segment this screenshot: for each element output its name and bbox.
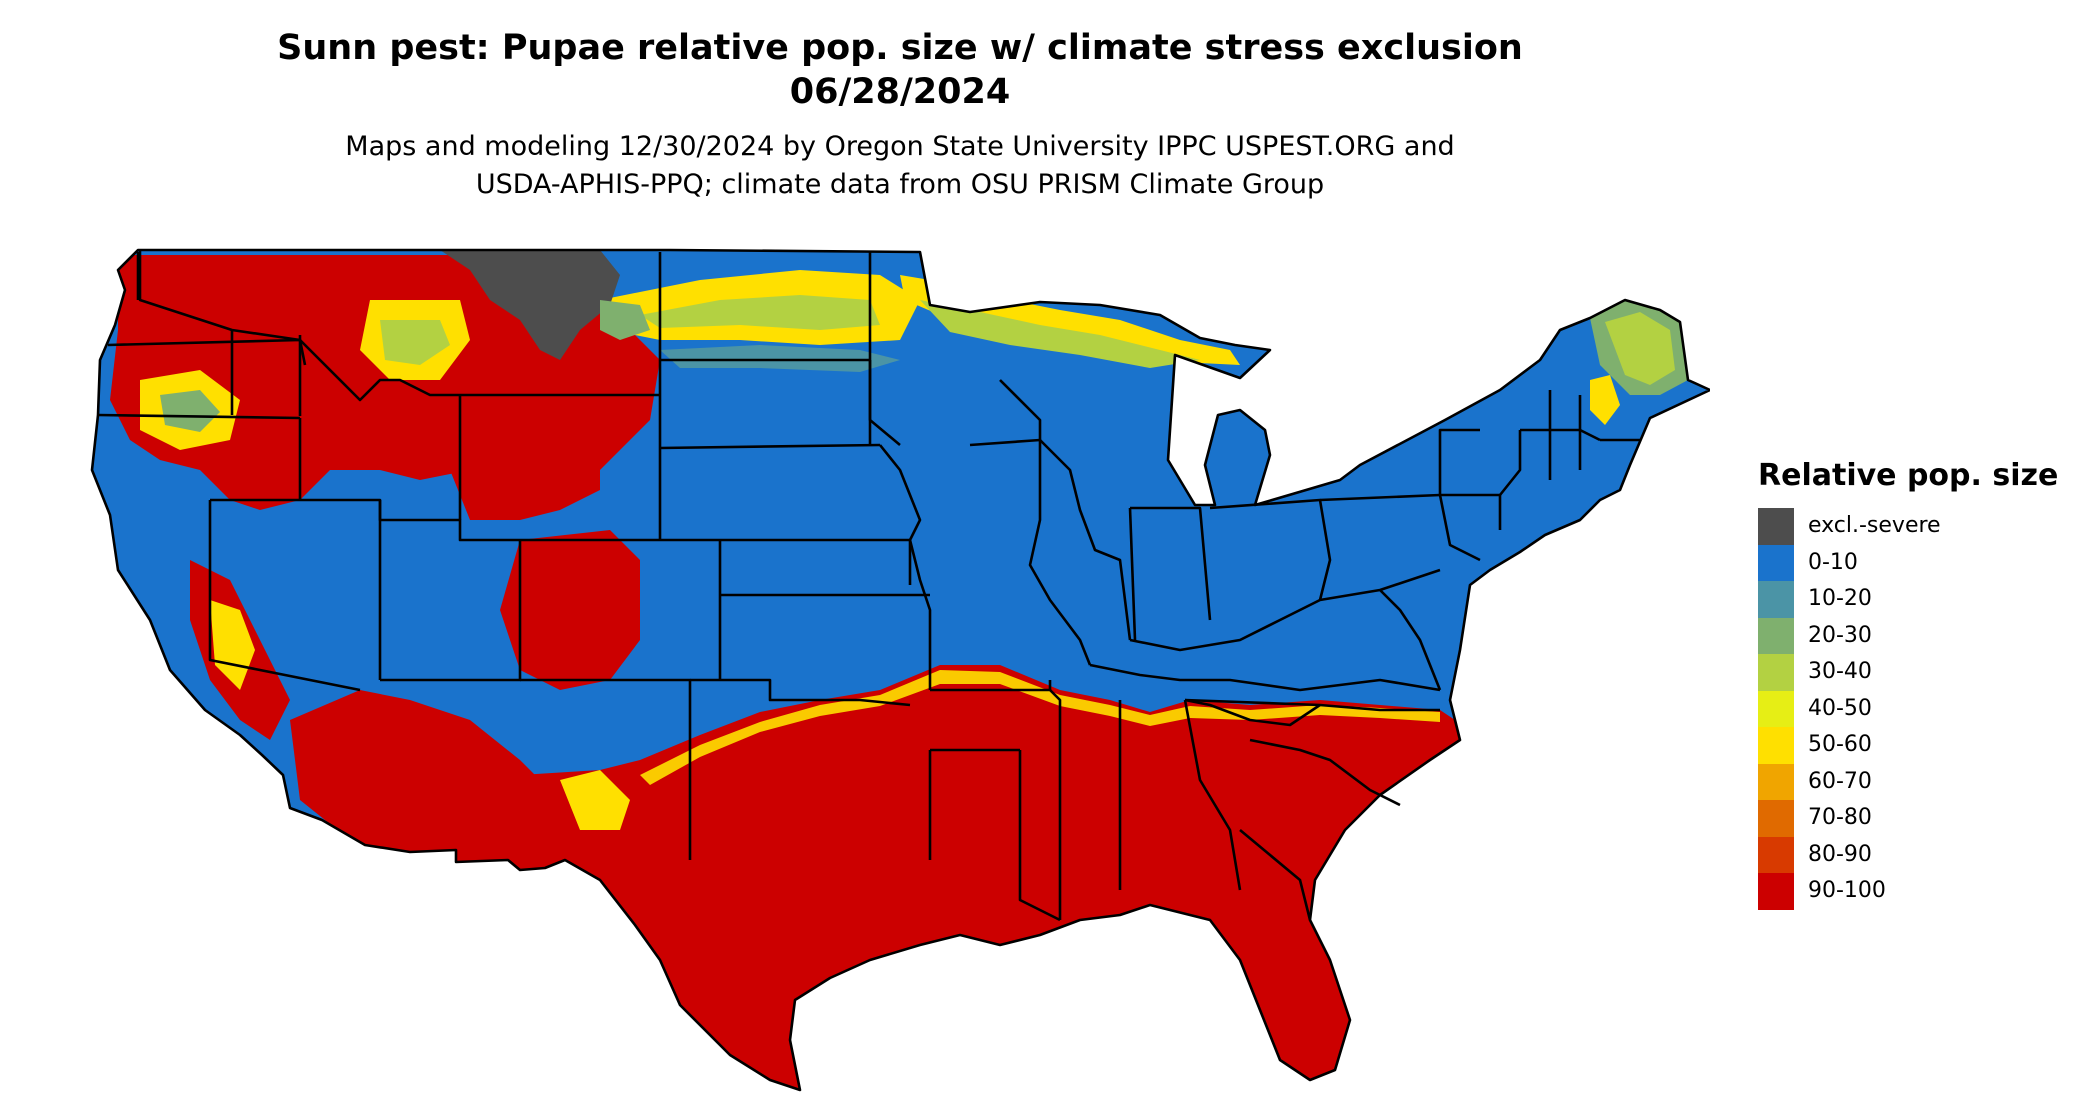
legend-swatch [1758,800,1794,837]
map-region-10-20-montana-east [660,345,900,372]
legend-swatch [1758,873,1794,910]
map-region-50-60-south-fringe [640,670,1440,785]
map-region-20-30-oregon [160,390,220,432]
map-region-30-40-great-lakes [920,300,1200,368]
map-region-30-40-maine [1605,312,1675,385]
map-region-90-100-wyoming [450,395,600,520]
legend-item: 10-20 [1758,581,2088,618]
legend-label: excl.-severe [1808,513,1941,538]
legend-label: 30-40 [1808,659,1872,684]
legend: Relative pop. size excl.-severe 0-10 10-20… [1758,456,2088,910]
map-region-excl-severe-montana [440,250,620,360]
state-borders [90,248,1710,1092]
legend-label: 0-10 [1808,549,1858,575]
legend-label: 80-90 [1808,841,1872,867]
legend-label: 90-100 [1808,878,1886,903]
legend-item: excl.-severe [1758,508,2088,545]
legend-swatch [1758,508,1794,545]
subtitle-line2: USDA-APHIS-PPQ; climate data from OSU PR… [475,169,1325,200]
legend-item: 40-50 [1758,690,2088,727]
subtitle-line1: Maps and modeling 12/30/2024 by Oregon S… [345,131,1455,162]
page-title-line2: 06/28/2024 [789,72,1011,112]
legend-item: 60-70 [1758,763,2088,800]
legend-item: 70-80 [1758,800,2088,837]
legend-swatch [1758,617,1794,654]
map-region-30-40-idaho [380,320,450,365]
legend-label: 50-60 [1808,732,1872,757]
legend-swatch [1758,690,1794,727]
legend-swatch [1758,727,1794,764]
legend-swatch [1758,544,1794,581]
legend-item: 30-40 [1758,654,2088,691]
page-title-line1: Sunn pest: Pupae relative pop. size w/ c… [277,28,1523,68]
legend-swatch [1758,836,1794,873]
legend-swatch [1758,654,1794,691]
us-map [90,248,1710,1092]
legend-items: excl.-severe 0-10 10-20 20-30 30-40 40-50 50-6… [1758,508,2088,910]
legend-item: 80-90 [1758,836,2088,873]
legend-label: 20-30 [1808,622,1872,648]
legend-swatch [1758,763,1794,800]
legend-label: 60-70 [1808,768,1872,794]
map-region-90-100-colorado [500,530,640,690]
map-region-30-40-montana-east [640,295,880,330]
legend-item: 50-60 [1758,727,2088,764]
legend-label: 70-80 [1808,805,1872,830]
legend-label: 40-50 [1808,695,1872,721]
legend-swatch [1758,581,1794,618]
legend-title: Relative pop. size [1758,458,2059,493]
legend-item: 90-100 [1758,873,2088,910]
map-region-20-30-montana-north [600,300,650,340]
legend-label: 10-20 [1808,586,1872,611]
legend-item: 20-30 [1758,617,2088,654]
map-region-90-100-southwest [290,690,590,870]
map-region-50-60-new-mexico [560,770,630,830]
map-region-50-60-vermont [1590,375,1620,425]
legend-item: 0-10 [1758,544,2088,581]
